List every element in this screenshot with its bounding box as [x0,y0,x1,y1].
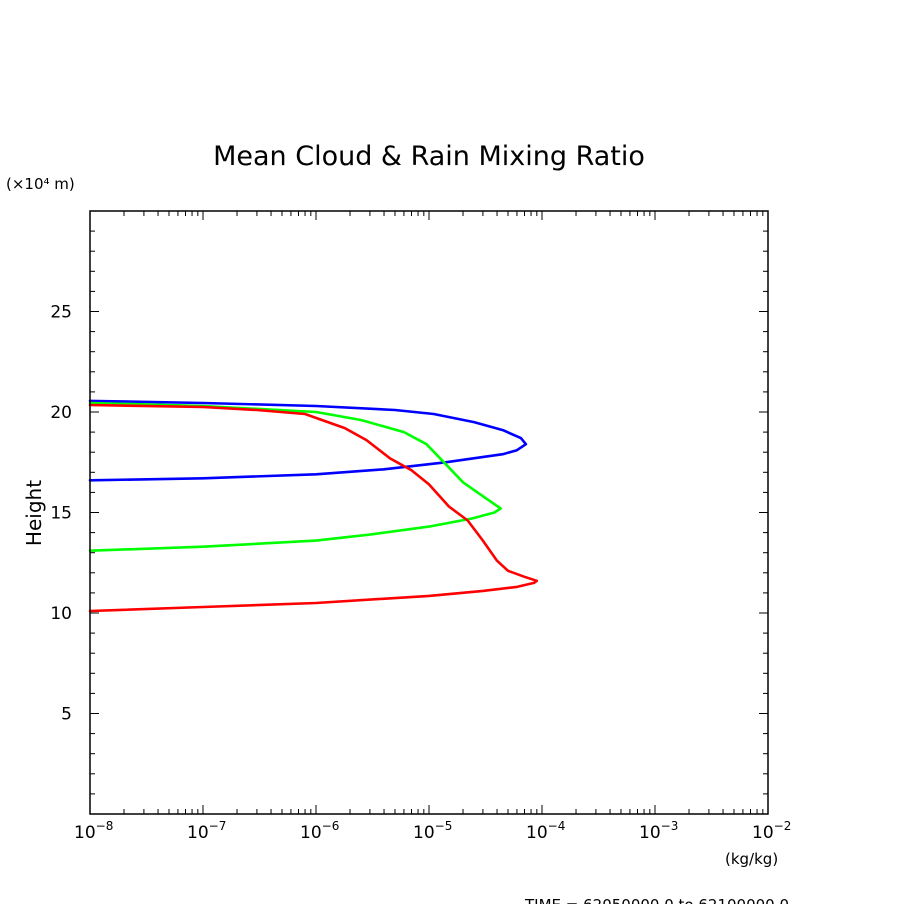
x-tick-label: 10−5 [413,819,452,843]
y-tick-label: 10 [50,604,72,624]
series-line-2 [88,401,502,553]
series-line-3 [88,403,539,613]
x-unit-label: (kg/kg) [725,850,778,868]
axis-ticks [89,211,769,814]
series-line-1 [88,399,528,482]
series-lines [88,399,539,613]
y-tick-label: 25 [50,303,72,323]
y-tick-labels: 5 10 15 20 25 [50,303,72,725]
y-tick-label: 5 [61,705,72,725]
y-axis-label: Height [22,480,46,546]
y-tick-label: 15 [50,504,72,524]
y-unit-label: (×10⁴ m) [6,175,75,193]
x-tick-label: 10−7 [187,819,226,843]
x-tick-label: 10−2 [752,819,791,843]
footer-time-label: TIME = 62050000.0 to 62100000.0 [524,896,789,904]
x-tick-labels: 10−8 10−7 10−6 10−5 10−4 10−3 10−2 [74,819,791,843]
x-tick-label: 10−8 [74,819,113,843]
x-tick-label: 10−4 [526,819,565,843]
y-tick-label: 20 [50,403,72,423]
chart-title: Mean Cloud & Rain Mixing Ratio [213,141,645,172]
x-tick-label: 10−6 [300,819,339,843]
x-tick-label: 10−3 [639,819,678,843]
plot-frame [89,210,769,815]
